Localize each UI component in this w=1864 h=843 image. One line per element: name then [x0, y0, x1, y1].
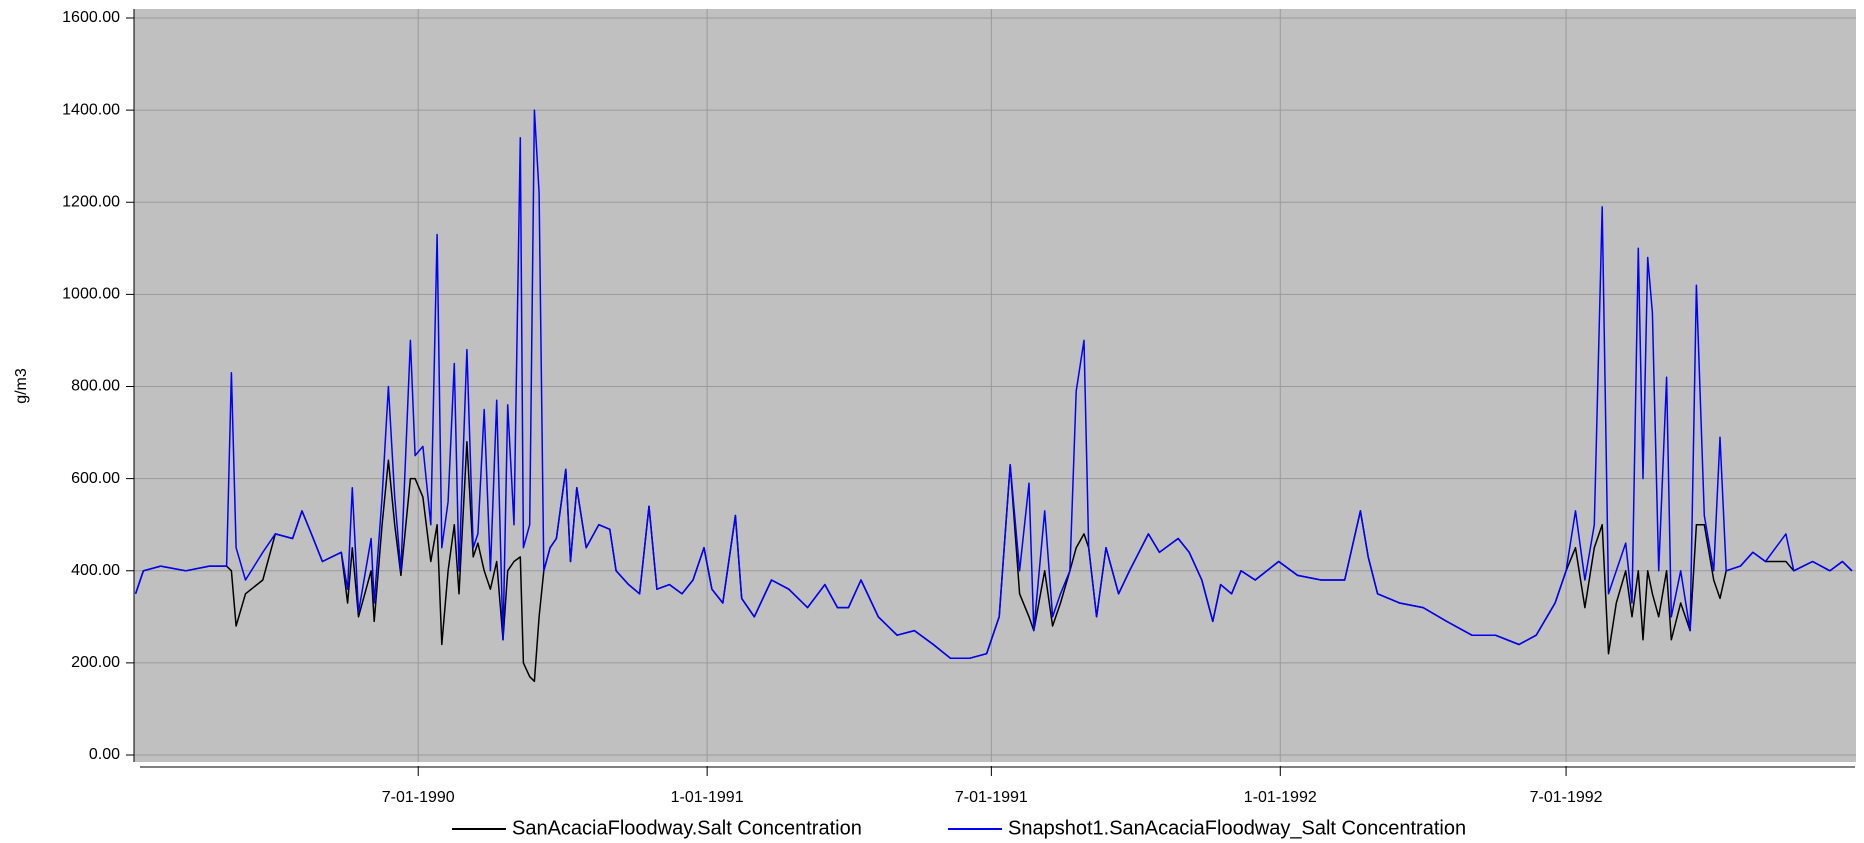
y-tick-label: 1000.00 — [62, 286, 120, 303]
legend-text: Snapshot1.SanAcaciaFloodway_Salt Concent… — [1008, 817, 1466, 839]
y-tick-label: 0.00 — [89, 746, 120, 763]
x-tick-label: 1-01-1992 — [1244, 789, 1317, 806]
x-tick-label: 7-01-1992 — [1530, 789, 1603, 806]
x-tick-label: 7-01-1990 — [382, 789, 455, 806]
y-axis-label: g/m3 — [13, 368, 30, 404]
y-tick-label: 1200.00 — [62, 193, 120, 210]
y-tick-label: 1400.00 — [62, 101, 120, 118]
plot-area — [134, 9, 1856, 762]
x-tick-label: 7-01-1991 — [955, 789, 1028, 806]
y-tick-label: 200.00 — [71, 654, 120, 671]
y-tick-label: 600.00 — [71, 470, 120, 487]
y-tick-label: 800.00 — [71, 378, 120, 395]
legend-text: SanAcaciaFloodway.Salt Concentration — [512, 817, 862, 839]
y-tick-label: 1600.00 — [62, 9, 120, 26]
x-tick-label: 1-01-1991 — [671, 789, 744, 806]
series-line — [134, 109, 1853, 660]
y-tick-label: 400.00 — [71, 562, 120, 579]
